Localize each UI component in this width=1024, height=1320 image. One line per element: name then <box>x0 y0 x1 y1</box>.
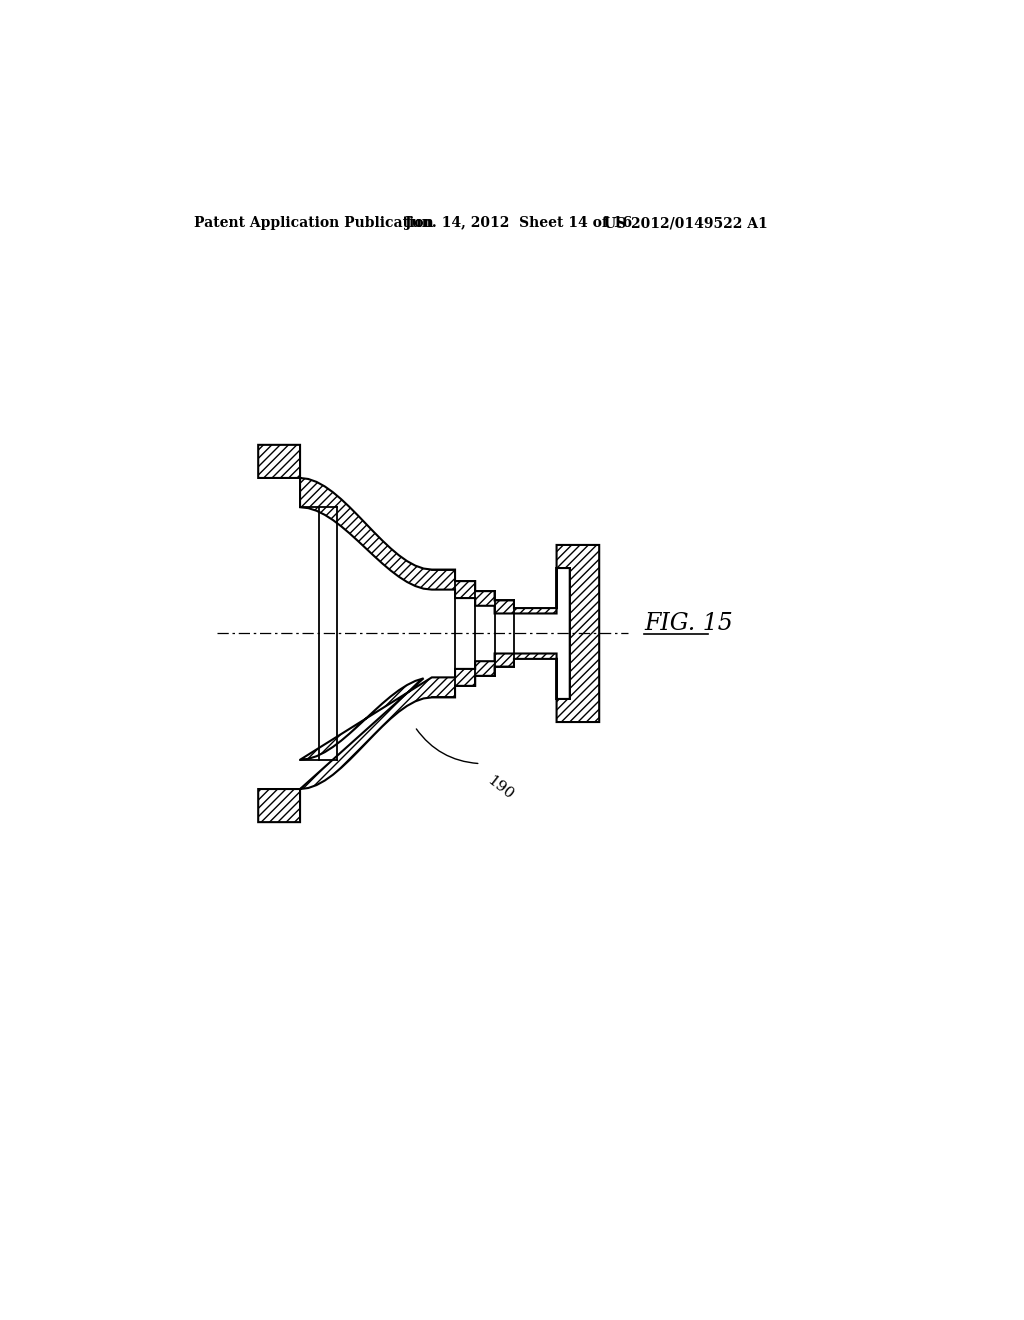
Text: 190: 190 <box>484 774 516 803</box>
Text: Jun. 14, 2012  Sheet 14 of 16: Jun. 14, 2012 Sheet 14 of 16 <box>406 216 633 230</box>
Text: US 2012/0149522 A1: US 2012/0149522 A1 <box>604 216 768 230</box>
Text: Patent Application Publication: Patent Application Publication <box>194 216 433 230</box>
Polygon shape <box>258 445 599 822</box>
Text: FIG. 15: FIG. 15 <box>644 612 733 635</box>
